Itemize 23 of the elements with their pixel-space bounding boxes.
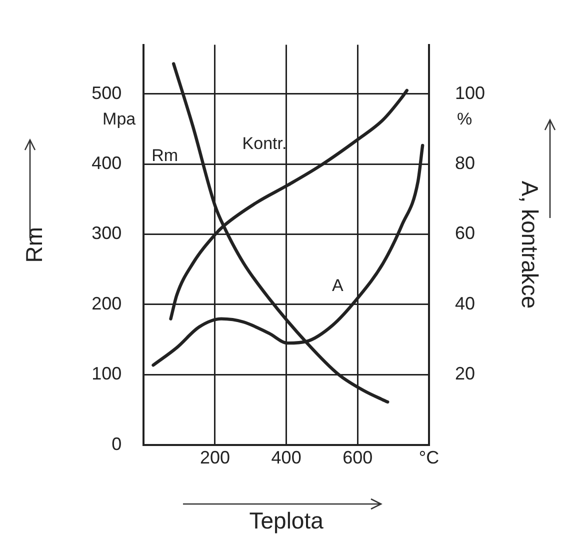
series-label: A bbox=[332, 276, 344, 295]
y-tick-label: 500 bbox=[92, 82, 122, 103]
x-tick-label: 600 bbox=[342, 448, 373, 468]
y2-tick-label: 40 bbox=[455, 293, 476, 314]
series-label: Kontr. bbox=[242, 134, 287, 153]
series-label: Rm bbox=[152, 146, 178, 165]
x-tick-label: °C bbox=[418, 448, 440, 468]
y-tick-label: 400 bbox=[92, 153, 122, 174]
y2-axis-title: A, kontrakce bbox=[516, 180, 543, 309]
y-tick-label: 200 bbox=[92, 293, 122, 314]
x-tick-label: 200 bbox=[200, 448, 230, 468]
text: % bbox=[457, 110, 472, 129]
text: Mpa bbox=[102, 110, 136, 129]
y-tick-label: 0 bbox=[112, 434, 122, 454]
x-axis-title: Teplota bbox=[249, 508, 324, 534]
y2-tick-label: 20 bbox=[455, 364, 476, 384]
y-axis-title: Rm bbox=[21, 226, 48, 263]
y-tick-label: 300 bbox=[92, 223, 122, 244]
y2-tick-label: 60 bbox=[455, 223, 476, 244]
x-tick-label: 400 bbox=[271, 448, 302, 468]
y2-tick-label: 100 bbox=[455, 82, 486, 103]
y2-tick-label: 80 bbox=[455, 153, 476, 174]
y-tick-label: 100 bbox=[92, 364, 122, 384]
